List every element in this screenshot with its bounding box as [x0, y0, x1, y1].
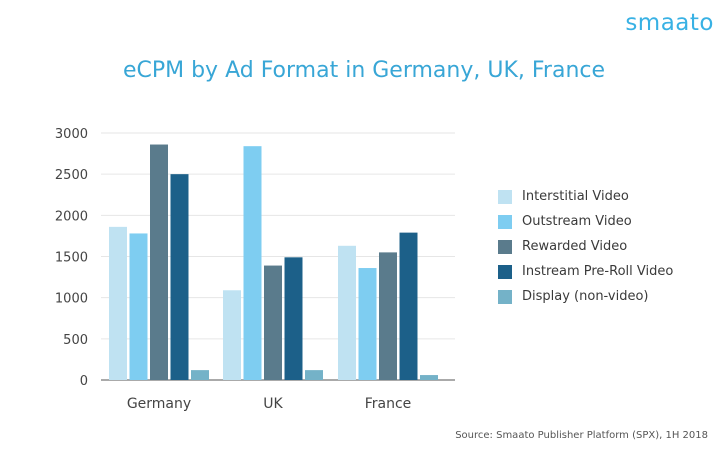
legend-label: Interstitial Video — [522, 189, 629, 204]
chart-legend: Interstitial Video Outstream Video Rewarde… — [498, 184, 673, 309]
legend-swatch — [498, 189, 512, 204]
legend-item: Instream Pre-Roll Video — [498, 259, 673, 284]
legend-swatch — [498, 214, 512, 229]
bar-rewarded-video-germany — [150, 144, 168, 380]
bar-display-non-video-france — [420, 375, 438, 380]
source-note: Source: Smaato Publisher Platform (SPX),… — [455, 430, 708, 441]
legend-swatch — [498, 289, 512, 304]
y-tick-label: 1000 — [55, 292, 88, 307]
bar-rewarded-video-uk — [264, 265, 282, 380]
legend-label: Instream Pre-Roll Video — [522, 264, 674, 279]
chart-title: eCPM by Ad Format in Germany, UK, France — [122, 58, 606, 83]
x-tick-label: Germany — [127, 396, 191, 412]
legend-swatch — [498, 264, 512, 279]
bar-display-non-video-uk — [305, 370, 323, 380]
y-tick-label: 1500 — [55, 251, 88, 266]
bar-interstitial-video-germany — [109, 226, 127, 380]
bar-outstream-video-germany — [129, 233, 148, 380]
y-tick-label: 2000 — [55, 209, 88, 224]
legend-label: Outstream Video — [522, 214, 632, 229]
x-tick-label: UK — [263, 396, 283, 412]
bar-interstitial-video-france — [338, 245, 356, 380]
legend-item: Rewarded Video — [498, 234, 673, 259]
bar-interstitial-video-uk — [223, 290, 241, 380]
legend-label: Rewarded Video — [522, 239, 628, 254]
x-tick-label: France — [365, 396, 412, 412]
y-tick-label: 2500 — [55, 168, 88, 183]
bar-outstream-video-france — [358, 268, 377, 380]
bar-display-non-video-germany — [191, 370, 209, 380]
y-tick-label: 500 — [63, 333, 88, 348]
bar-instream-pre-roll-video-uk — [284, 257, 303, 380]
legend-swatch — [498, 239, 512, 254]
bar-instream-pre-roll-video-germany — [170, 174, 189, 380]
brand-logo: smaato — [625, 10, 714, 36]
y-tick-label: 3000 — [55, 127, 88, 142]
legend-item: Display (non-video) — [498, 284, 673, 309]
bar-rewarded-video-france — [379, 252, 397, 380]
bar-instream-pre-roll-video-france — [399, 232, 418, 380]
y-tick-label: 0 — [80, 374, 88, 389]
bar-outstream-video-uk — [243, 146, 262, 380]
legend-label: Display (non-video) — [522, 289, 649, 304]
legend-item: Interstitial Video — [498, 184, 673, 209]
legend-item: Outstream Video — [498, 209, 673, 234]
